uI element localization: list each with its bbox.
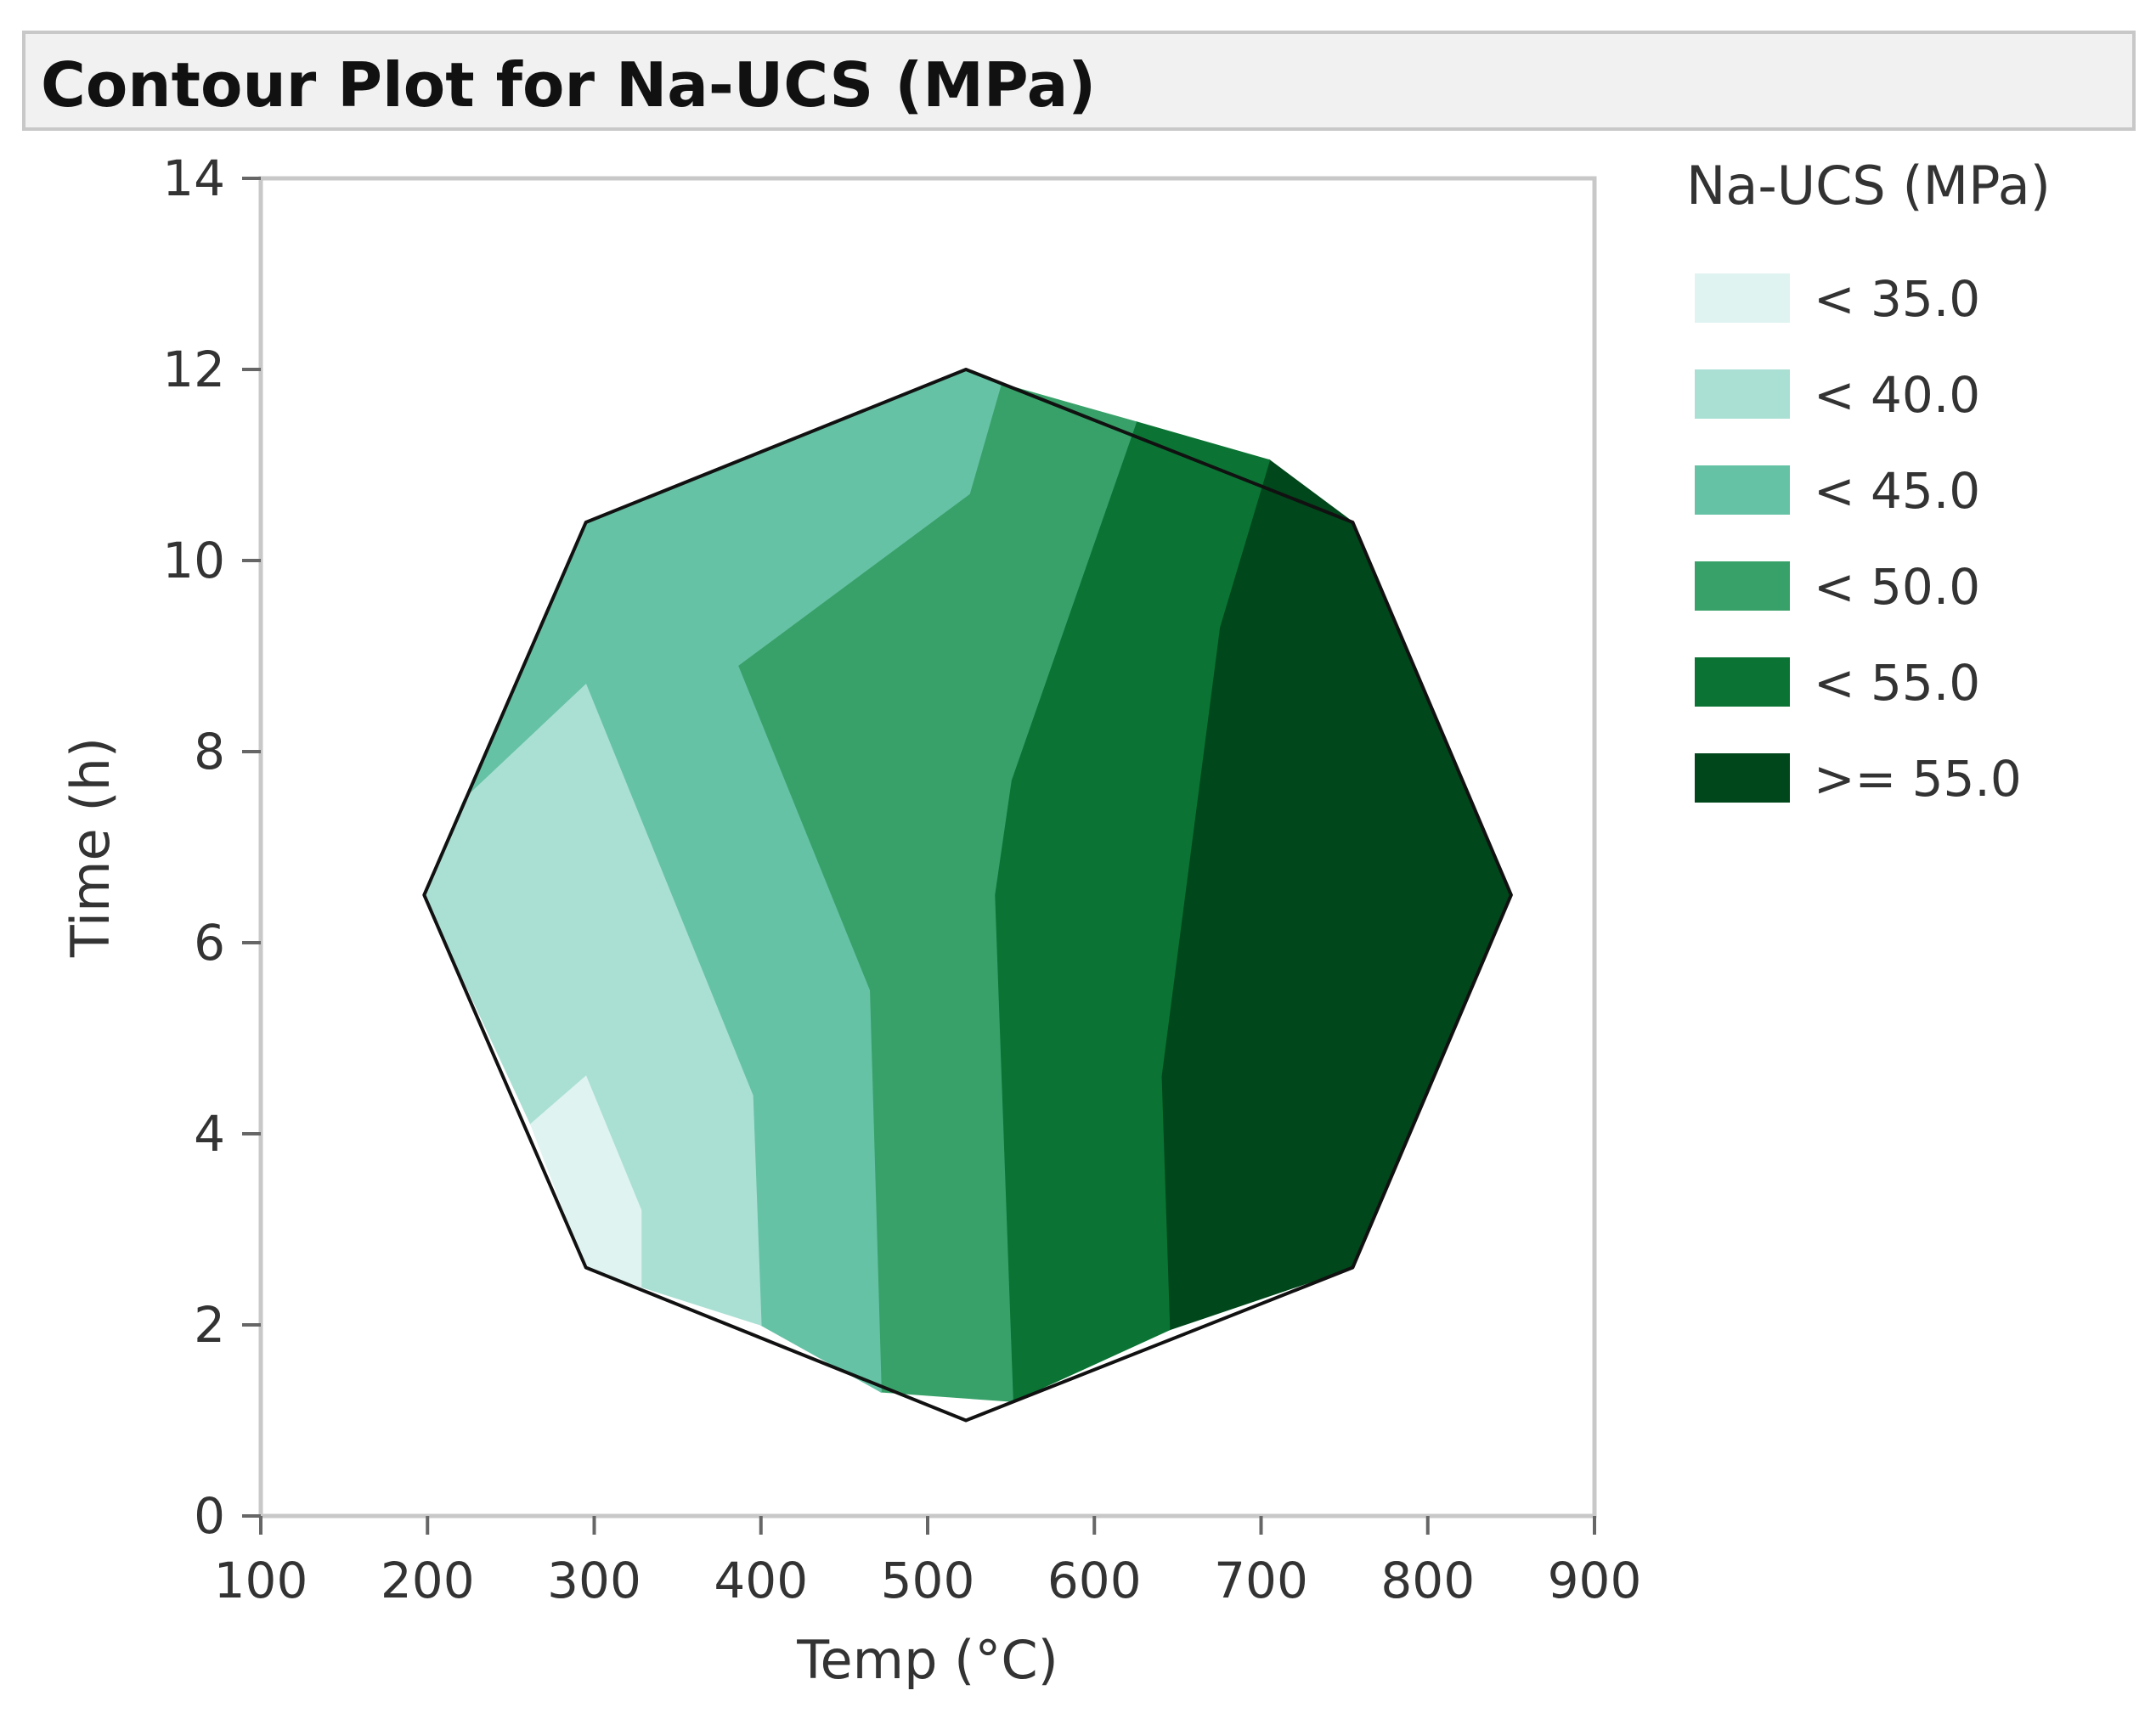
x-tick-label: 100 [214,1552,308,1609]
y-tick-label: 12 [162,341,225,398]
legend-label: < 40.0 [1814,366,1980,424]
y-tick-label: 6 [194,914,225,972]
x-tick-label: 200 [381,1552,475,1609]
legend-swatch [1695,273,1790,323]
domain-outline [422,368,1513,1423]
x-tick-label: 400 [714,1552,808,1609]
legend-title: Na-UCS (MPa) [1686,155,2051,217]
y-tick-label: 4 [194,1105,225,1163]
legend-label: >= 55.0 [1814,750,2022,808]
legend-swatch [1695,561,1790,611]
x-tick-label: 900 [1548,1552,1642,1609]
y-tick-label: 10 [162,532,225,589]
legend-swatch [1695,465,1790,515]
x-tick-label: 600 [1047,1552,1142,1609]
x-axis-label: Temp (°C) [796,1629,1058,1691]
axes: 100 200 300 400 500 600 700 800 900 0 2 4 6 8 10 12 14 Te… [59,149,1641,1691]
legend-label: < 45.0 [1814,462,1980,520]
legend-label: < 35.0 [1814,270,1980,328]
x-tick-label: 500 [881,1552,975,1609]
legend: Na-UCS (MPa) < 35.0 < 40.0 < 45.0 < 50.0 < 55… [1686,155,2051,808]
legend-label: < 55.0 [1814,654,1980,712]
legend-swatch [1695,369,1790,419]
chart-title: Contour Plot for Na-UCS (MPa) [41,49,1097,121]
y-tick-label: 14 [162,149,225,207]
legend-label: < 50.0 [1814,558,1980,616]
y-tick-label: 2 [194,1296,225,1354]
x-tick-label: 300 [547,1552,641,1609]
x-tick-label: 800 [1380,1552,1475,1609]
legend-swatch [1695,753,1790,803]
contour-regions [423,369,1512,1403]
chart-title-bar: Contour Plot for Na-UCS (MPa) [22,31,2136,131]
y-tick-label: 8 [194,723,225,780]
y-tick-label: 0 [194,1487,225,1545]
legend-swatch [1695,657,1790,707]
x-tick-label: 700 [1214,1552,1308,1609]
y-axis-label: Time (h) [59,737,121,958]
design-domain [422,368,1513,1423]
